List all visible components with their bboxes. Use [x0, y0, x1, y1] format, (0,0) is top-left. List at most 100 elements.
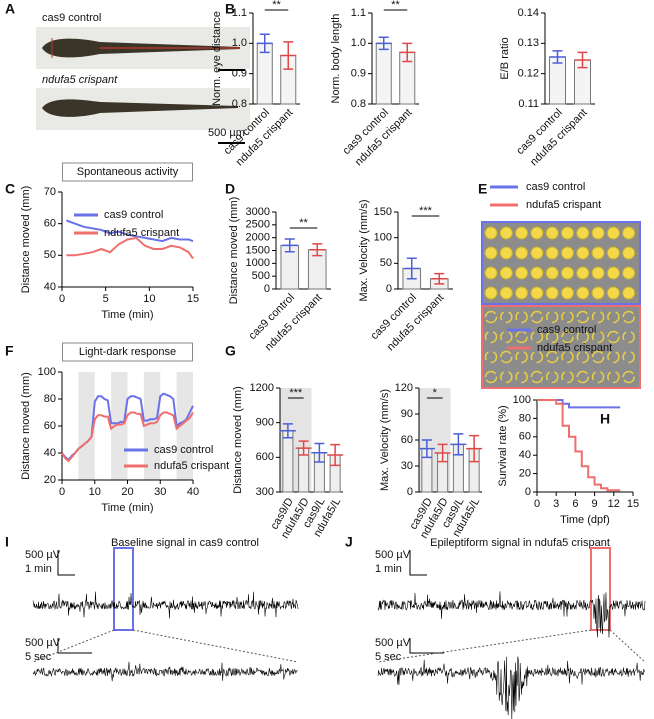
y-tick-label: 0.8: [351, 98, 366, 110]
panel-letter: A: [5, 1, 15, 17]
well: [622, 286, 636, 300]
y-tick-label: 0.11: [518, 98, 539, 110]
zoom-guide: [32, 629, 299, 663]
significance-label: *: [433, 387, 438, 399]
wells: [484, 226, 636, 384]
y-tick-label: 20: [44, 474, 56, 486]
well: [500, 310, 513, 324]
shaded-period: [111, 372, 128, 480]
x-tick-label: 15: [627, 498, 639, 510]
trace-title: Epileptiform signal in ndufa5 crispant: [430, 537, 610, 549]
scale-bar: [57, 550, 75, 576]
y-tick-label: 100: [513, 394, 531, 406]
well: [500, 350, 513, 364]
series-line: [61, 411, 194, 463]
well: [576, 350, 590, 364]
legend-label: ndufa5 crispant: [537, 342, 612, 354]
panel-letter: J: [345, 534, 353, 550]
x-tick-label: 30: [154, 486, 166, 498]
y-tick-label: 60: [44, 420, 56, 432]
x-tick-label: 0: [534, 498, 540, 510]
well: [576, 310, 590, 324]
shaded-period: [143, 372, 161, 480]
zoom-guide: [377, 629, 646, 663]
y-tick-label: 70: [44, 186, 56, 198]
y-tick-label: 40: [519, 449, 531, 461]
y-tick-label: 80: [519, 412, 531, 424]
well: [591, 350, 605, 364]
well: [515, 310, 528, 324]
panel-letter: B: [225, 1, 235, 17]
x-axis-label: Time (dpf): [560, 514, 610, 526]
y-tick-label: 0: [525, 486, 531, 498]
well: [591, 266, 605, 280]
well: [622, 310, 635, 324]
y-axis-label: Distance moved (mm): [232, 386, 244, 494]
y-tick-label: 1.1: [351, 7, 366, 19]
well: [622, 330, 635, 344]
well: [561, 266, 574, 280]
eeg-traces: [32, 591, 646, 719]
well: [576, 330, 590, 344]
well: [606, 246, 620, 260]
zoom-box: [113, 547, 134, 631]
y-tick-label: 600: [256, 451, 274, 463]
legend-label: cas9 control: [526, 181, 585, 193]
significance-label: **: [391, 0, 400, 11]
y-tick-label: 3000: [246, 206, 270, 218]
legend-label: ndufa5 crispant: [526, 199, 601, 211]
scale-label: 500 µV: [25, 549, 61, 561]
y-axis-label: Distance moved (mm): [20, 372, 32, 480]
scale-label: 1 min: [25, 563, 52, 575]
well: [500, 370, 513, 384]
legend-label: cas9 control: [154, 444, 213, 456]
shaded-period: [176, 372, 193, 480]
well: [530, 310, 544, 324]
y-tick-label: 1.0: [351, 37, 366, 49]
x-tick-label: 0: [59, 486, 65, 498]
chart-title: Spontaneous activity: [77, 166, 179, 178]
well: [499, 246, 513, 260]
well: [622, 266, 636, 280]
y-tick-label: 0.12: [518, 68, 539, 80]
well: [515, 350, 528, 364]
bar: [282, 430, 294, 493]
y-tick-label: 900: [256, 417, 274, 429]
scale-label: 500 µV: [375, 637, 411, 649]
y-tick-label: 100: [374, 232, 392, 244]
series-line: [537, 399, 621, 409]
y-axis-label: Survival rate (%): [497, 405, 509, 486]
well: [545, 350, 559, 364]
well: [591, 330, 605, 344]
y-axis-label: Max. Velocity (mm/s): [358, 199, 370, 301]
well: [561, 226, 574, 240]
scale-label: 500 µV: [25, 637, 61, 649]
y-axis-label: Distance moved (mm): [20, 186, 32, 294]
bar: [549, 56, 566, 105]
title-box: [62, 162, 193, 182]
x-tick-label: 9: [592, 498, 598, 510]
well: [606, 266, 620, 280]
y-tick-label: 500: [252, 270, 270, 282]
bar: [375, 42, 392, 105]
panel-letter: D: [225, 181, 235, 197]
well: [622, 246, 636, 260]
y-tick-label: 80: [44, 393, 56, 405]
well: [515, 226, 529, 240]
shaded-period: [78, 372, 95, 480]
legend-label: ndufa5 crispant: [104, 227, 179, 239]
well: [499, 226, 513, 240]
x-tick-label: 40: [187, 486, 199, 498]
series-line: [66, 219, 194, 243]
well: [484, 310, 498, 324]
well: [591, 246, 605, 260]
well: [607, 350, 620, 364]
well: [545, 266, 559, 280]
well: [499, 286, 513, 300]
well: [561, 350, 574, 364]
well: [607, 310, 620, 324]
y-tick-label: 0.13: [518, 37, 539, 49]
well: [576, 246, 590, 260]
well: [561, 310, 574, 324]
